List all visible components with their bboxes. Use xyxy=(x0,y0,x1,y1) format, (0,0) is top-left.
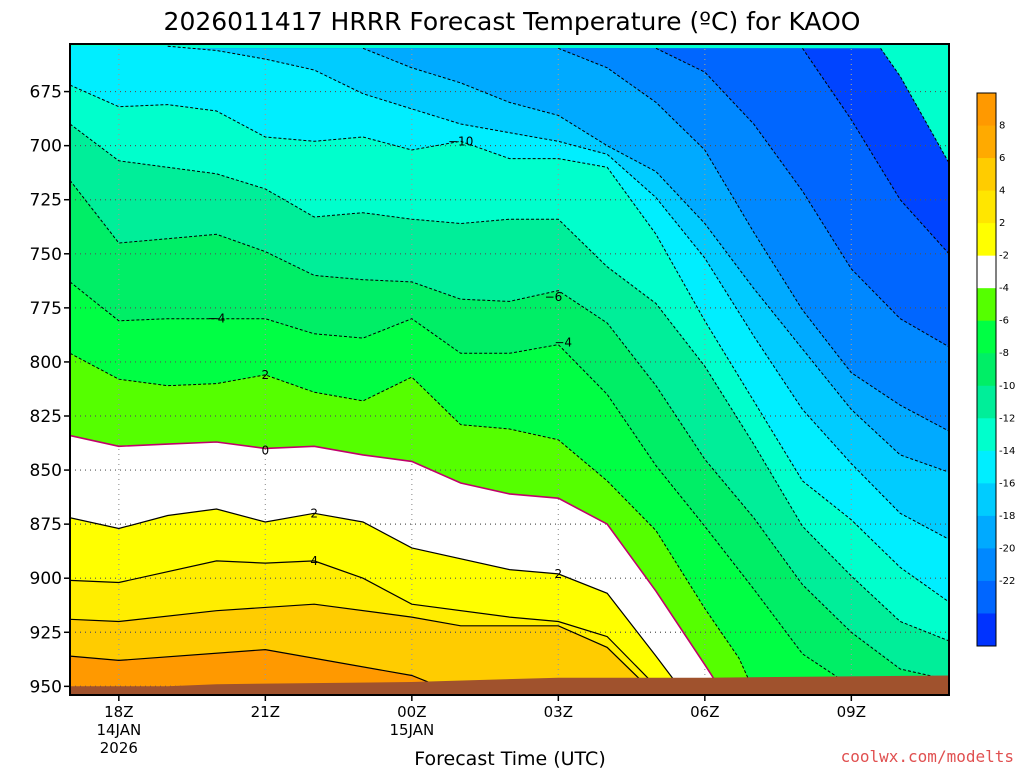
y-tick-label: 875 xyxy=(30,515,62,535)
contour-label: −10 xyxy=(448,134,473,148)
colorbar-label: 8 xyxy=(999,121,1005,132)
contour-line xyxy=(70,560,671,695)
colorbar: 8 6 4 2 -2 -4 -6 -8 -10 -12 -14 -16 -18 -20 -22 xyxy=(976,92,1015,647)
contour-line xyxy=(362,47,949,473)
colorbar-swatch xyxy=(977,580,996,614)
y-axis: 675 700 725 750 775 800 825 850 875 900 925 950 xyxy=(30,83,70,697)
y-tick-label: 825 xyxy=(30,407,62,427)
colorbar-swatch xyxy=(977,515,996,549)
x-axis-label: Forecast Time (UTC) xyxy=(414,748,605,768)
contour-line xyxy=(167,45,949,540)
colorbar-label: -4 xyxy=(999,283,1009,294)
colorbar-label: -16 xyxy=(999,478,1015,489)
y-tick-label: 800 xyxy=(30,353,62,373)
x-tick-label: 21Z xyxy=(251,703,280,721)
chart-title: 2026011417 HRRR Forecast Temperature (ºC… xyxy=(164,7,861,36)
colorbar-label: -20 xyxy=(999,543,1015,554)
colorbar-frame xyxy=(976,92,997,647)
y-tick-label: 750 xyxy=(30,245,62,265)
contour-label: 2 xyxy=(262,368,270,382)
contour-lines xyxy=(70,45,949,695)
contour-line xyxy=(70,179,949,681)
contour-line xyxy=(655,47,949,348)
colorbar-swatch xyxy=(977,450,996,484)
contour-label: 2 xyxy=(555,567,563,581)
colorbar-swatch xyxy=(977,548,996,582)
contour-fills xyxy=(70,46,949,695)
x-tick-label: 18Z xyxy=(104,703,133,721)
plot-frame xyxy=(69,43,950,696)
colorbar-label: -18 xyxy=(999,511,1015,522)
x-tick-label: 15JAN xyxy=(389,721,434,739)
colorbar-swatch xyxy=(977,158,996,192)
colorbar-swatch xyxy=(977,418,996,452)
y-tick-label: 925 xyxy=(30,623,62,643)
x-tick-label: 06Z xyxy=(690,703,719,721)
contour-line xyxy=(880,48,949,164)
x-tick-label: 00Z xyxy=(397,703,426,721)
contour-line xyxy=(70,603,657,695)
colorbar-swatch xyxy=(977,288,996,322)
colorbar-swatch xyxy=(977,353,996,387)
contour-label: 0 xyxy=(262,444,270,458)
colorbar-swatch xyxy=(977,223,996,257)
contour-line xyxy=(70,434,726,695)
contour-label: 2 xyxy=(310,506,318,520)
y-tick-label: 675 xyxy=(30,83,62,103)
colorbar-swatch xyxy=(977,190,996,224)
contour-line xyxy=(558,47,949,432)
colorbar-swatch xyxy=(977,125,996,159)
colorbar-label: -14 xyxy=(999,446,1015,457)
colorbar-swatch xyxy=(977,93,996,127)
contour-line xyxy=(70,281,901,695)
credit-text: coolwx.com/modelts xyxy=(841,747,1014,766)
x-tick-label: 03Z xyxy=(544,703,573,721)
contour-line xyxy=(802,48,949,255)
colorbar-label: -6 xyxy=(999,316,1009,327)
colorbar-label: 2 xyxy=(999,218,1005,229)
y-tick-label: 950 xyxy=(30,677,62,697)
y-tick-label: 850 xyxy=(30,461,62,481)
grid-lines xyxy=(70,44,949,695)
contour-label: −4 xyxy=(554,335,572,349)
contour-label: −6 xyxy=(545,290,563,304)
colorbar-label: -22 xyxy=(999,576,1015,587)
colorbar-label: -10 xyxy=(999,381,1015,392)
contour-labels: −10 −6 −4 −4 2 0 2 4 2 xyxy=(208,134,572,581)
y-tick-label: 700 xyxy=(30,137,62,157)
plot-area xyxy=(70,44,949,695)
contour-label: 4 xyxy=(310,554,318,568)
colorbar-swatch xyxy=(977,385,996,419)
colorbar-swatch xyxy=(977,613,996,647)
colorbar-swatch xyxy=(977,320,996,354)
x-tick-label: 09Z xyxy=(837,703,866,721)
contour-line xyxy=(70,352,755,691)
colorbar-label: -8 xyxy=(999,348,1009,359)
colorbar-label: -2 xyxy=(999,251,1009,262)
colorbar-swatch xyxy=(977,255,996,289)
contour-label: −4 xyxy=(208,312,226,326)
y-tick-label: 775 xyxy=(30,299,62,319)
x-tick-label: 2026 xyxy=(100,739,138,757)
contour-line xyxy=(70,508,686,695)
y-tick-label: 725 xyxy=(30,191,62,211)
ground-terrain xyxy=(70,675,949,695)
contour-line xyxy=(70,84,949,603)
colorbar-label: -12 xyxy=(999,413,1015,424)
x-tick-label: 14JAN xyxy=(96,721,141,739)
colorbar-label: 4 xyxy=(999,186,1005,197)
colorbar-label: 6 xyxy=(999,153,1005,164)
colorbar-swatch xyxy=(977,483,996,517)
y-tick-label: 900 xyxy=(30,569,62,589)
